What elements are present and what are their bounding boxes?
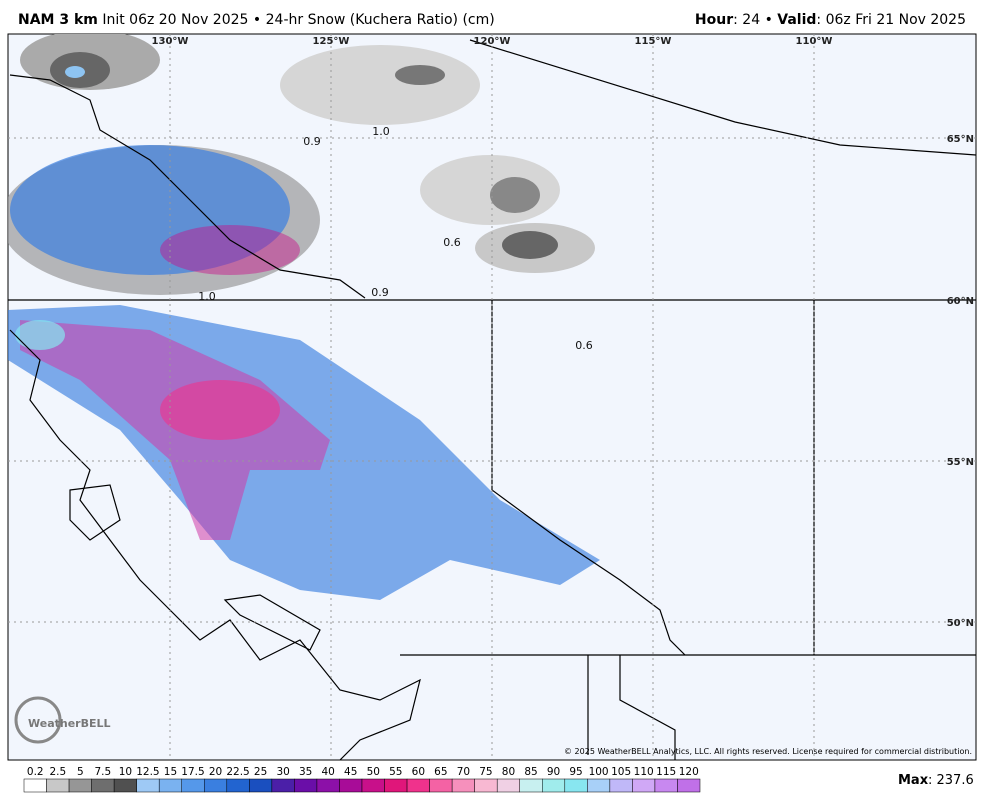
snow-field [8,34,600,600]
logo-text: WeatherBELL [28,717,111,730]
colorbar-swatch [632,778,656,793]
copyright: © 2025 WeatherBELL Analytics, LLC. All r… [564,747,972,756]
point-value: 0.6 [443,236,461,249]
point-value: 0.9 [303,135,321,148]
colorbar-label: 15 [164,766,177,778]
colorbar-label: 120 [679,766,699,778]
colorbar-label: 75 [479,766,492,778]
colorbar-swatch [339,778,363,793]
colorbar-label: 45 [344,766,357,778]
point-value: 1.0 [372,125,390,138]
colorbar-swatch [294,778,318,793]
colorbar-swatch [158,778,182,793]
valid: : 06z Fri 21 Nov 2025 [816,12,966,28]
colorbar-swatch [406,778,430,793]
colorbar-label: 17.5 [181,766,204,778]
colorbar-label: 110 [634,766,654,778]
lat-label: 60°N [947,296,974,307]
colorbar-label: 105 [611,766,631,778]
colorbar-label: 2.5 [49,766,66,778]
colorbar-swatch [226,778,250,793]
colorbar-label: 22.5 [226,766,249,778]
colorbar-swatch [68,778,92,793]
hour: : 24 [733,12,761,28]
graticule [8,34,976,760]
colorbar-swatch [654,778,678,793]
colorbar-label: 95 [569,766,582,778]
colorbar-swatch [136,778,160,793]
colorbar-label: 0.2 [27,766,44,778]
colorbar-label: 65 [434,766,447,778]
colorbar-swatch [316,778,340,793]
colorbar-label: 25 [254,766,267,778]
colorbar-swatch [677,778,701,793]
colorbar-swatch [249,778,273,793]
lon-label: 115°W [635,36,672,47]
colorbar-swatch [23,778,47,793]
colorbar-label: 70 [457,766,470,778]
colorbar-label: 7.5 [95,766,112,778]
colorbar-swatch [451,778,475,793]
colorbar-label: 100 [589,766,609,778]
colorbar-swatch [609,778,633,793]
colorbar-swatch [361,778,385,793]
logo: WeatherBELL [14,696,111,744]
colorbar-swatch [519,778,543,793]
max-label: Max [898,773,929,788]
colorbar-label: 35 [299,766,312,778]
point-value: 0.6 [575,339,593,352]
lon-label: 110°W [796,36,833,47]
header-right: Hour: 24 • Valid: 06z Fri 21 Nov 2025 [695,12,966,28]
hour-label: Hour [694,12,734,28]
point-value: 0.9 [371,286,389,299]
valid-label: Valid [777,12,817,28]
colorbar-swatch [564,778,588,793]
product: 24-hr Snow (Kuchera Ratio) (cm) [265,12,495,28]
colorbar-label: 80 [502,766,515,778]
separator: • [764,12,773,28]
colorbar-swatch [181,778,205,793]
lat-label: 50°N [947,618,974,629]
colorbar-swatch [204,778,228,793]
colorbar-swatch [384,778,408,793]
colorbar-swatch [91,778,115,793]
colorbar-label: 60 [412,766,425,778]
colorbar-label: 90 [547,766,560,778]
separator: • [252,12,262,28]
lon-label: 125°W [313,36,350,47]
colorbar-swatch [542,778,566,793]
colorbar-swatch [46,778,70,793]
colorbar-swatch [113,778,137,793]
colorbar-swatch [496,778,520,793]
colorbar-swatch [429,778,453,793]
colorbar-swatch [474,778,498,793]
init: Init 06z 20 Nov 2025 [102,12,249,28]
colorbar-label: 85 [524,766,537,778]
lat-label: 65°N [947,134,974,145]
colorbar-label: 20 [209,766,222,778]
lon-label: 120°W [474,36,511,47]
colorbar-label: 115 [656,766,676,778]
colorbar-label: 10 [119,766,132,778]
max-value: : 237.6 [928,773,974,788]
colorbar-label: 30 [276,766,289,778]
colorbar-label: 12.5 [136,766,159,778]
model: NAM 3 km [18,12,98,28]
colorbar-label: 5 [77,766,84,778]
colorbar-label: 55 [389,766,402,778]
colorbar-label: 40 [322,766,335,778]
point-value: 1.0 [198,290,216,303]
colorbar-swatch [271,778,295,793]
header-left: NAM 3 km Init 06z 20 Nov 2025 • 24-hr Sn… [18,12,495,28]
colorbar-swatch [587,778,611,793]
lon-label: 130°W [152,36,189,47]
lat-label: 55°N [947,457,974,468]
colorbar-label: 50 [367,766,380,778]
